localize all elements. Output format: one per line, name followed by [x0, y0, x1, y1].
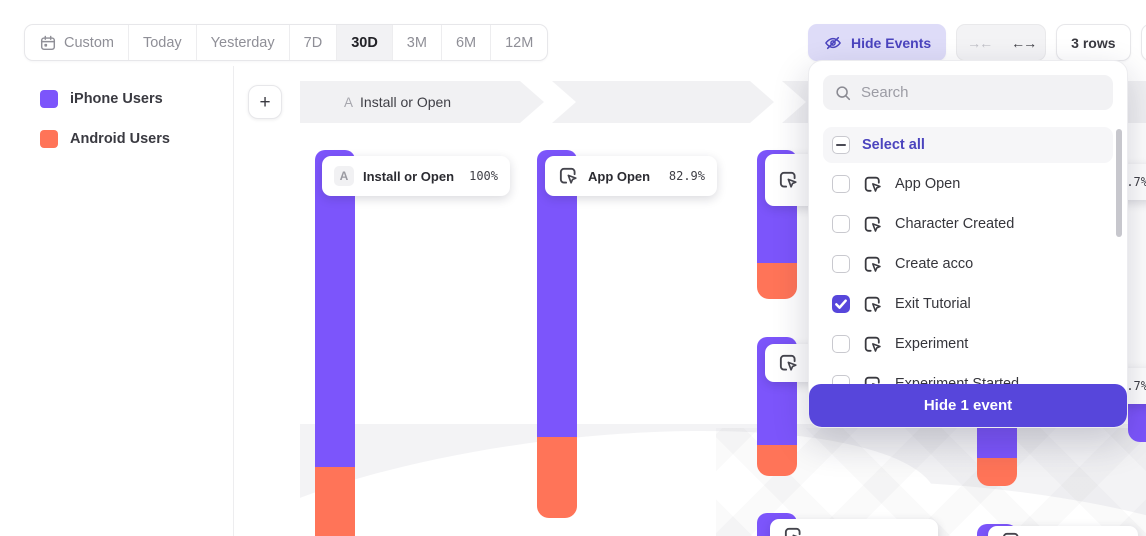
column-width-toggle: →← ←→	[956, 24, 1047, 61]
hide-events-button[interactable]: Hide Events	[808, 24, 947, 61]
expand-columns-button[interactable]: ←→	[1001, 25, 1045, 60]
date-range-7d[interactable]: 7D	[290, 25, 338, 60]
event-label: Experiment	[895, 336, 969, 352]
funnel-band-segment[interactable]	[552, 81, 774, 123]
event-search	[823, 75, 1113, 110]
calendar-icon	[40, 35, 56, 50]
cursor-event-icon	[779, 354, 797, 371]
event-checkbox[interactable]	[832, 335, 850, 353]
event-label: Create acco	[895, 256, 974, 272]
dropdown-scrollbar[interactable]	[1116, 129, 1122, 237]
search-icon	[836, 85, 851, 100]
date-range-label: Custom	[64, 34, 114, 51]
select-all-label: Select all	[862, 137, 925, 153]
legend-item[interactable]: iPhone Users	[40, 90, 170, 108]
event-label: Exit Tutorial	[895, 296, 971, 312]
date-range-label: 3M	[406, 34, 427, 51]
rows-button[interactable]: 3 rows	[1056, 24, 1131, 61]
legend-swatch	[40, 90, 58, 108]
event-list-item[interactable]: Create acco	[823, 244, 1113, 284]
step-letter-badge: A	[334, 166, 354, 186]
cursor-event-icon	[864, 176, 881, 192]
event-checkbox[interactable]	[832, 215, 850, 233]
step-label: Install or Open	[360, 94, 452, 110]
cursor-event-icon	[559, 167, 577, 184]
funnel-bar-purple	[1128, 395, 1146, 442]
legend-divider	[233, 66, 234, 536]
cursor-event-icon	[864, 256, 881, 272]
legend-item[interactable]: Android Users	[40, 130, 170, 148]
legend-label: Android Users	[70, 131, 170, 147]
funnel-bar-orange	[757, 263, 797, 299]
collapse-columns-button[interactable]: →←	[957, 25, 1001, 60]
event-list-item[interactable]: Exit Tutorial	[823, 284, 1113, 324]
event-label: App Open	[895, 176, 961, 192]
funnel-bar-orange	[977, 458, 1017, 486]
event-list-item[interactable]: Experiment	[823, 324, 1113, 364]
date-range-6m[interactable]: 6M	[442, 25, 492, 60]
add-step-button[interactable]: +	[248, 85, 282, 119]
date-range-selector: Custom Today Yesterday 7D 30D 3M 6M 12M	[24, 24, 549, 61]
date-range-12m[interactable]: 12M	[491, 25, 547, 60]
date-range-label: 7D	[303, 34, 323, 51]
cursor-event-icon	[784, 527, 801, 536]
step-letter: A	[344, 94, 354, 110]
rows-label: 3 rows	[1071, 34, 1116, 51]
check-icon	[835, 299, 847, 309]
chart-type-button[interactable]: U	[1140, 24, 1146, 61]
cursor-event-icon	[779, 171, 797, 188]
funnel-step-card[interactable]: App Open 82.9%	[545, 156, 717, 196]
select-all-row[interactable]: Select all	[823, 127, 1113, 163]
funnel-step-card[interactable]: A Install or Open 100%	[322, 156, 510, 196]
funnel-bar-orange	[757, 445, 797, 476]
event-list-item[interactable]: App Open	[823, 164, 1113, 204]
event-checkbox-checked[interactable]	[832, 295, 850, 313]
funnel-band-segment[interactable]: A Install or Open	[300, 81, 544, 123]
cursor-event-icon	[864, 296, 881, 312]
legend-swatch	[40, 130, 58, 148]
date-range-yesterday[interactable]: Yesterday	[197, 25, 290, 60]
legend: iPhone Users Android Users	[40, 90, 170, 148]
card-event-label: App Open	[588, 168, 651, 184]
date-range-today[interactable]: Today	[129, 25, 197, 60]
event-checkbox[interactable]	[832, 255, 850, 273]
date-range-label: 6M	[455, 34, 477, 51]
cursor-event-icon	[1003, 532, 1019, 536]
select-all-checkbox[interactable]	[832, 136, 850, 154]
date-range-label: Yesterday	[210, 34, 275, 51]
event-list-item[interactable]: Character Created	[823, 204, 1113, 244]
cursor-event-icon	[864, 336, 881, 352]
date-range-3m[interactable]: 3M	[393, 25, 442, 60]
indeterminate-minus-icon	[836, 144, 846, 146]
card-event-label: Install or Open	[363, 168, 455, 184]
legend-label: iPhone Users	[70, 91, 163, 107]
event-search-input[interactable]	[861, 84, 1102, 101]
funnel-bar-orange	[537, 437, 577, 518]
date-range-label: 12M	[505, 34, 534, 51]
date-range-label: Today	[142, 34, 182, 51]
date-range-30d[interactable]: 30D	[337, 25, 393, 60]
hide-event-action-button[interactable]: Hide 1 event	[809, 384, 1127, 427]
eye-off-icon	[825, 36, 841, 49]
funnel-step-card[interactable]	[770, 519, 938, 536]
toolbar-right: Hide Events →← ←→ 3 rows U	[808, 24, 1146, 61]
card-conversion-value: 82.9%	[668, 169, 705, 183]
card-conversion-value: 100%	[469, 169, 498, 183]
funnel-step-card[interactable]	[988, 526, 1138, 536]
funnel-bar-purple	[315, 150, 355, 467]
funnel-bar-purple	[537, 150, 577, 437]
events-dropdown: Select all App Open Character Created Crea…	[808, 60, 1128, 428]
cursor-event-icon	[864, 216, 881, 232]
funnel-bar-orange	[315, 467, 355, 536]
event-label: Character Created	[895, 216, 1015, 232]
date-range-label: 30D	[351, 34, 378, 51]
event-checkbox[interactable]	[832, 175, 850, 193]
date-range-custom[interactable]: Custom	[25, 25, 129, 60]
hide-events-label: Hide Events	[851, 34, 932, 51]
